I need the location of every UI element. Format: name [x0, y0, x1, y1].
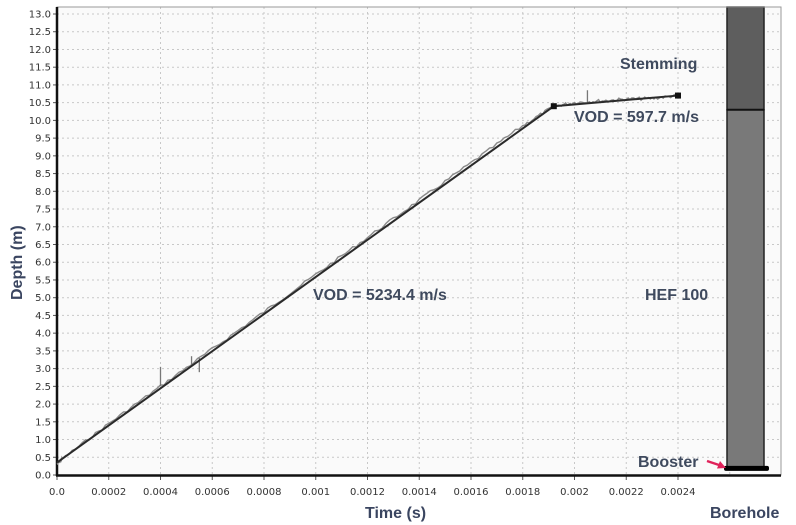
y-tick-label: 3.5: [35, 346, 51, 357]
y-tick-label: 5.0: [35, 293, 51, 304]
data-series: [56, 90, 681, 465]
borehole-stemming: [726, 6, 765, 111]
y-tick-label: 1.0: [35, 435, 51, 446]
x-tick-label: 0.0012: [350, 487, 385, 498]
x-tick-label: 0.0008: [247, 487, 282, 498]
y-tick-label: 6.5: [35, 240, 51, 251]
x-axis-ticks: 0.0 0.0002 0.0004 0.0006 0.0008 0.001 0.0012 0.…: [49, 475, 696, 498]
x-tick-label: 0.0022: [609, 487, 644, 498]
y-axis-title: Depth (m): [9, 225, 26, 300]
y-tick-label: 0.0: [35, 471, 51, 482]
y-tick-label: 9.5: [35, 134, 51, 145]
y-tick-label: 10.5: [29, 98, 51, 109]
segment-marker: [550, 103, 557, 110]
borehole-booster: [724, 465, 769, 471]
booster-label: Booster: [638, 454, 698, 471]
y-tick-label: 4.0: [35, 329, 51, 340]
x-axis-title: Time (s): [365, 505, 426, 522]
y-tick-label: 1.5: [35, 417, 51, 428]
y-tick-label: 7.5: [35, 205, 51, 216]
y-tick-label: 5.5: [35, 275, 51, 286]
vod-main-label: VOD = 5234.4 m/s: [313, 287, 447, 304]
x-tick-label: 0.0002: [91, 487, 126, 498]
x-tick-label: 0.0006: [195, 487, 230, 498]
fit-line: [56, 105, 555, 464]
y-tick-label: 13.0: [29, 10, 51, 21]
y-tick-label: 11.5: [29, 63, 51, 74]
y-tick-label: 8.0: [35, 187, 51, 198]
x-tick-label: 0.0: [49, 487, 65, 498]
x-tick-label: 0.0014: [402, 487, 437, 498]
grid: [57, 7, 781, 475]
y-tick-label: 7.0: [35, 222, 51, 233]
y-axis-ticks: 0.0 0.5 1.0 1.5 2.0 2.5 3.0 3.5 4.0 4.5 5.0 5.5 6.0 6…: [29, 10, 57, 482]
borehole-title: Borehole: [710, 505, 779, 522]
booster-arrow-icon: [706, 459, 726, 469]
fit-line: [553, 94, 679, 108]
y-tick-label: 2.0: [35, 400, 51, 411]
vod-stemming-label: VOD = 597.7 m/s: [574, 109, 699, 126]
borehole-column: [724, 6, 769, 471]
y-tick-label: 10.0: [29, 116, 51, 127]
y-tick-label: 3.0: [35, 364, 51, 375]
y-tick-label: 6.0: [35, 258, 51, 269]
x-tick-label: 0.0004: [143, 487, 178, 498]
y-tick-label: 2.5: [35, 382, 51, 393]
segment-marker: [675, 92, 681, 99]
y-tick-label: 11.0: [29, 80, 51, 91]
hef-label: HEF 100: [645, 287, 708, 304]
y-tick-label: 12.0: [29, 45, 51, 56]
y-tick-label: 9.0: [35, 151, 51, 162]
x-tick-label: 0.0024: [661, 487, 696, 498]
y-tick-label: 0.5: [35, 453, 51, 464]
x-tick-label: 0.0016: [454, 487, 489, 498]
y-tick-label: 12.5: [29, 27, 51, 38]
x-tick-label: 0.0018: [505, 487, 540, 498]
y-tick-label: 8.5: [35, 169, 51, 180]
y-tick-label: 4.5: [35, 311, 51, 322]
x-tick-label: 0.002: [560, 487, 589, 498]
x-tick-label: 0.001: [301, 487, 330, 498]
stemming-label: Stemming: [620, 56, 697, 73]
borehole-hef100: [726, 108, 765, 469]
